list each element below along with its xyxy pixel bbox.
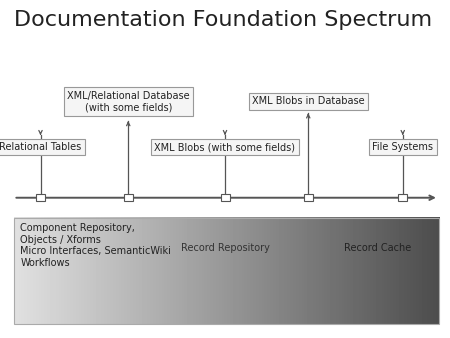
Bar: [220, 194, 230, 201]
Bar: [36, 194, 45, 201]
Text: Component Repository,
Objects / Xforms
Micro Interfaces, SemanticWiki
Workflows: Component Repository, Objects / Xforms M…: [20, 223, 171, 268]
Text: XML Blobs (with some fields): XML Blobs (with some fields): [154, 142, 296, 152]
Text: Documentation Foundation Spectrum: Documentation Foundation Spectrum: [14, 10, 432, 30]
Text: XML/Relational Database
(with some fields): XML/Relational Database (with some field…: [67, 91, 189, 112]
Text: Relational Tables: Relational Tables: [0, 142, 81, 152]
Bar: [398, 194, 407, 201]
Bar: [14, 218, 439, 324]
Text: File Systems: File Systems: [372, 142, 433, 152]
Bar: [304, 194, 313, 201]
Bar: [124, 194, 133, 201]
Text: Record Repository: Record Repository: [180, 243, 270, 254]
Text: XML Blobs in Database: XML Blobs in Database: [252, 96, 364, 106]
Text: Record Cache: Record Cache: [344, 243, 412, 254]
